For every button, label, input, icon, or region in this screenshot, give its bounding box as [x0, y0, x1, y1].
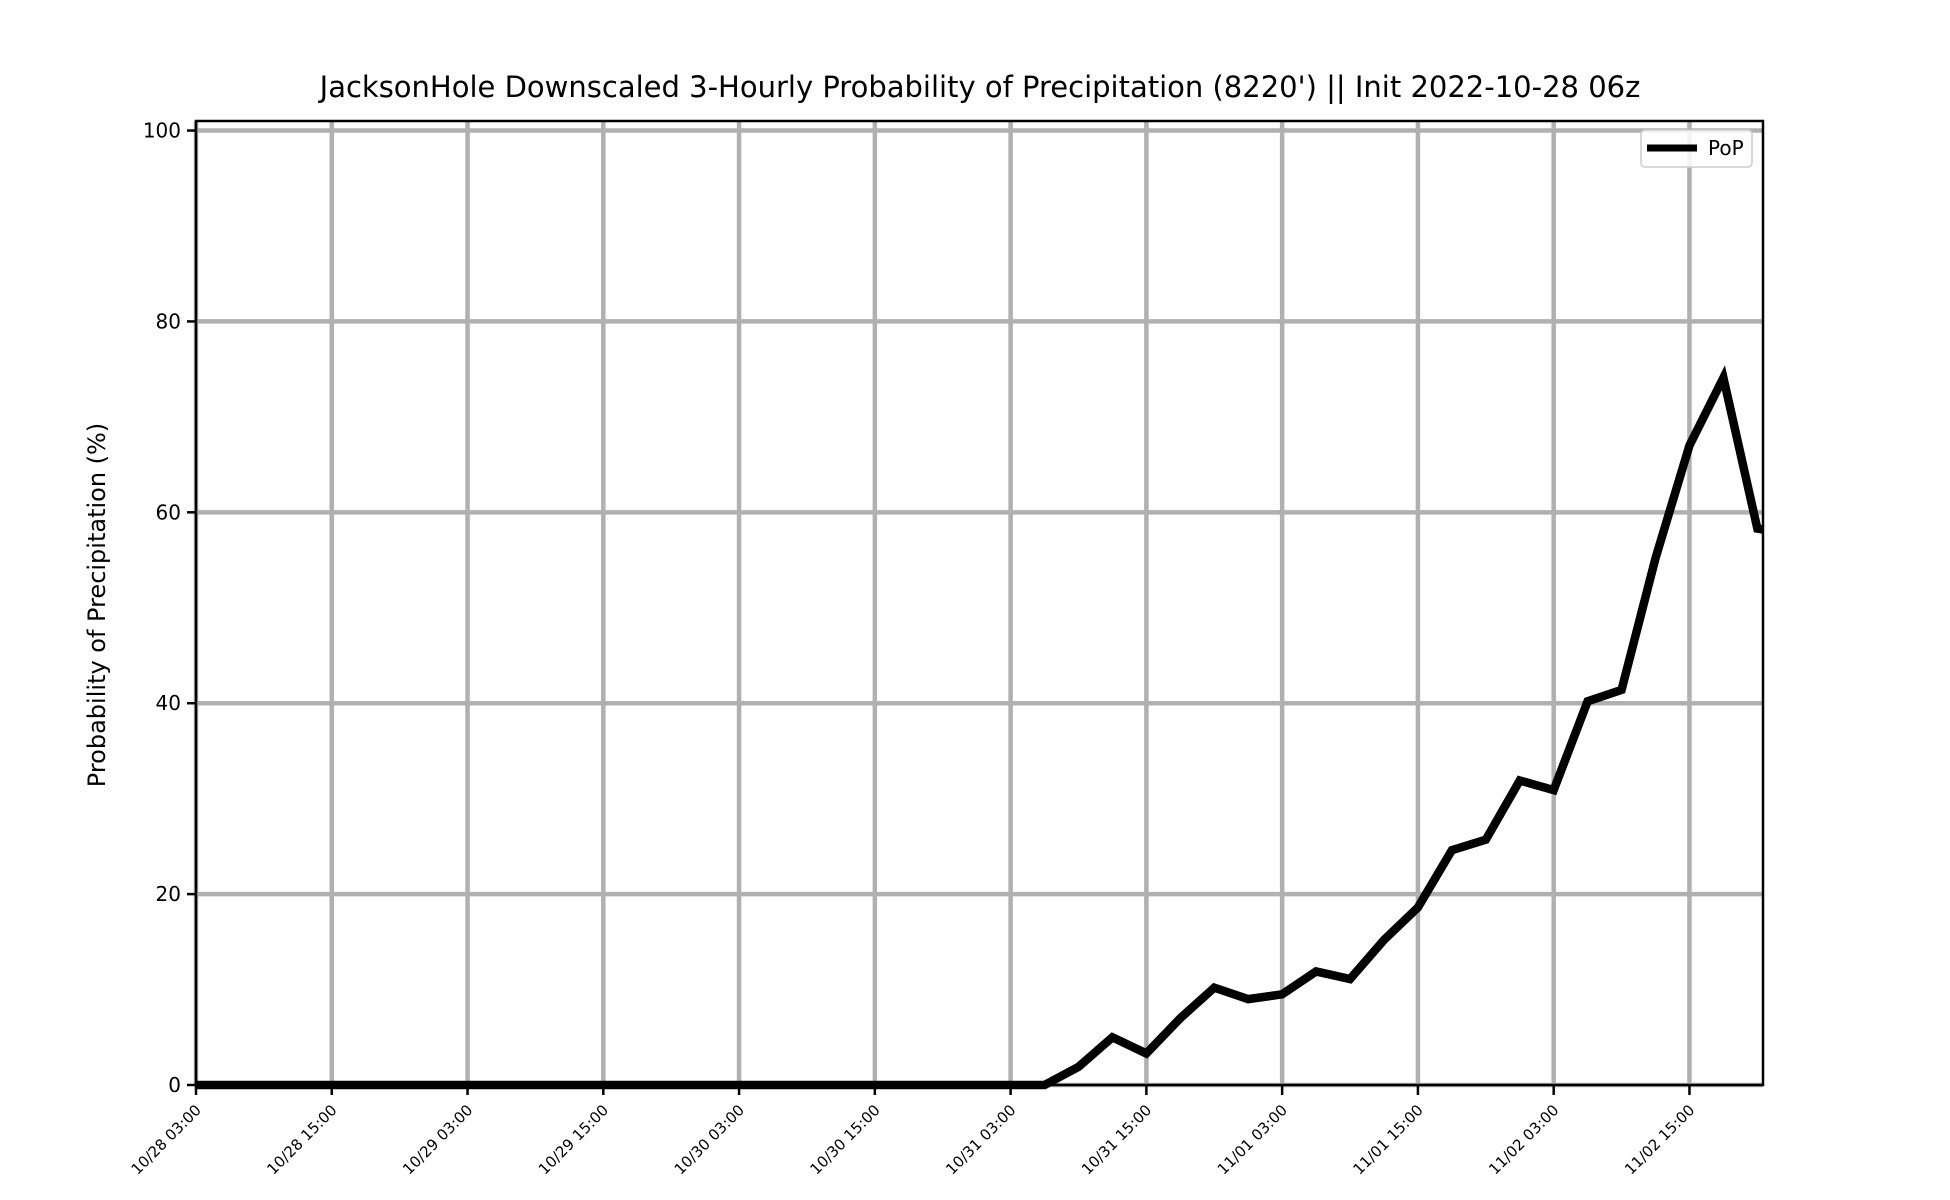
grid [193, 121, 1763, 1088]
y-tick-label: 60 [156, 500, 181, 524]
legend: PoP [1640, 129, 1753, 168]
chart-title: JacksonHole Downscaled 3-Hourly Probabil… [318, 70, 1641, 104]
y-tick-label: 100 [143, 119, 181, 143]
legend-label: PoP [1708, 136, 1744, 160]
y-tick-label: 0 [168, 1073, 181, 1097]
y-axis-label: Probability of Precipitation (%) [83, 423, 111, 787]
y-axis: 0 20 40 60 80 100 [143, 119, 196, 1097]
plot-frame [194, 119, 1765, 1087]
y-tick-label: 20 [156, 882, 181, 906]
y-tick-label: 80 [156, 309, 181, 333]
y-tick-label: 40 [156, 691, 181, 715]
